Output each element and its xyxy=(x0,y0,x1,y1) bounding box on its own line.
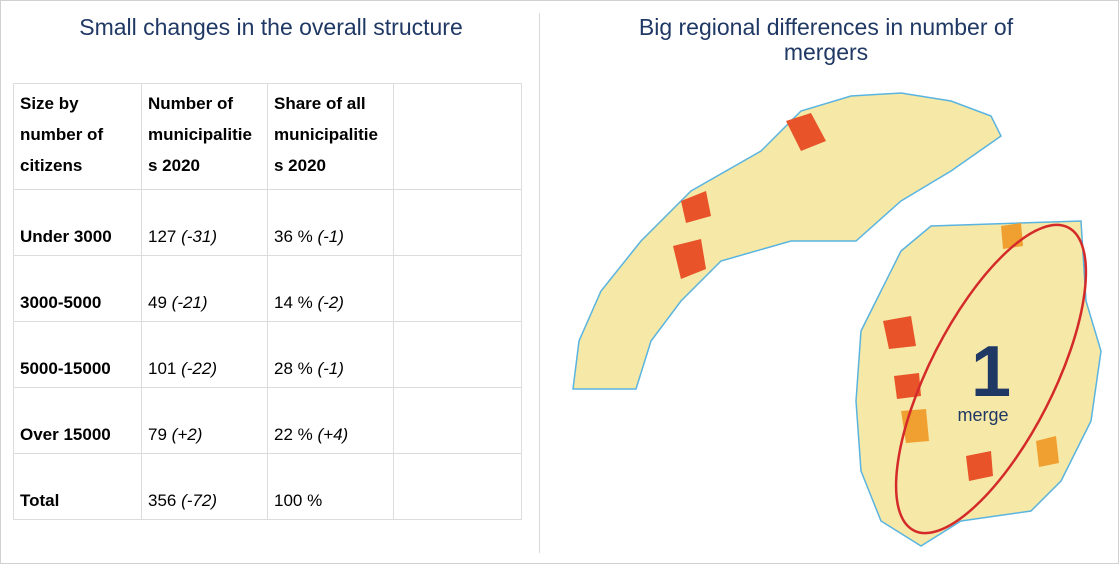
size-cell: Under 3000 xyxy=(13,189,142,256)
empty-cell xyxy=(393,453,522,520)
change: (-72) xyxy=(181,491,218,510)
right-title: Big regional differences in number of me… xyxy=(638,14,1014,65)
number: 49 xyxy=(148,293,167,312)
table: Size by number of citizens Number of muni… xyxy=(13,83,522,520)
region xyxy=(681,191,711,223)
size-cell: Total xyxy=(13,453,142,520)
table-row: Over 15000 79 (+2) 22 % (+4) xyxy=(13,387,522,454)
region xyxy=(966,451,993,481)
highlight-ellipse xyxy=(894,223,1088,535)
size-cell: Over 15000 xyxy=(13,387,142,454)
number-cell: 79 (+2) xyxy=(141,387,268,454)
change: (-21) xyxy=(171,293,208,312)
divider xyxy=(539,13,540,553)
empty-cell xyxy=(393,387,522,454)
share: 36 % xyxy=(274,227,313,246)
north-map xyxy=(572,92,1002,390)
region xyxy=(786,113,826,151)
size-cell: 5000-15000 xyxy=(13,321,142,388)
share-cell: 100 % xyxy=(267,453,394,520)
share-cell: 28 % (-1) xyxy=(267,321,394,388)
number: 101 xyxy=(148,359,177,378)
region xyxy=(1001,223,1023,249)
empty-cell xyxy=(393,321,522,388)
number-cell: 127 (-31) xyxy=(141,189,268,256)
size-cell: 3000-5000 xyxy=(13,255,142,322)
change: (-1) xyxy=(317,227,344,246)
table-row: Total 356 (-72) 100 % xyxy=(13,453,522,520)
table-row: 3000-5000 49 (-21) 14 % (-2) xyxy=(13,255,522,322)
left-title: Small changes in the overall structure xyxy=(79,14,463,40)
norway-map: 1 merge xyxy=(572,92,1102,547)
share: 14 % xyxy=(274,293,313,312)
number-cell: 356 (-72) xyxy=(141,453,268,520)
table-row: Under 3000 127 (-31) 36 % (-1) xyxy=(13,189,522,256)
change: (+4) xyxy=(317,425,349,444)
share-cell: 36 % (-1) xyxy=(267,189,394,256)
number: 127 xyxy=(148,227,177,246)
share-cell: 14 % (-2) xyxy=(267,255,394,322)
change: (-31) xyxy=(181,227,218,246)
header-cell: Share of all municipalities 2020 xyxy=(267,83,394,190)
annotation-label: merge xyxy=(957,405,1008,425)
header-cell: Number of municipalities 2020 xyxy=(141,83,268,190)
change: (-1) xyxy=(317,359,344,378)
table-row: 5000-15000 101 (-22) 28 % (-1) xyxy=(13,321,522,388)
header-cell: Size by number of citizens xyxy=(13,83,142,190)
empty-cell xyxy=(393,255,522,322)
share: 22 % xyxy=(274,425,313,444)
change: (-2) xyxy=(317,293,344,312)
number: 356 xyxy=(148,491,177,510)
region xyxy=(673,239,706,279)
region xyxy=(894,373,921,399)
annotation-number: 1 xyxy=(971,332,1011,412)
share: 100 % xyxy=(274,491,323,510)
number: 79 xyxy=(148,425,167,444)
change: (+2) xyxy=(171,425,203,444)
empty-cell xyxy=(393,189,522,256)
share: 28 % xyxy=(274,359,313,378)
empty-cell xyxy=(393,83,522,190)
number-cell: 49 (-21) xyxy=(141,255,268,322)
number-cell: 101 (-22) xyxy=(141,321,268,388)
region xyxy=(1036,436,1059,467)
region xyxy=(883,316,916,349)
header-row: Size by number of citizens Number of muni… xyxy=(13,83,522,190)
change: (-22) xyxy=(181,359,218,378)
share-cell: 22 % (+4) xyxy=(267,387,394,454)
